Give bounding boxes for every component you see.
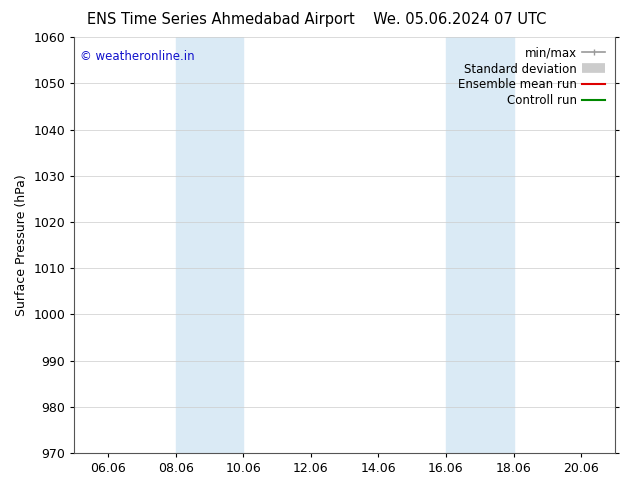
Bar — [446, 37, 514, 453]
Text: © weatheronline.in: © weatheronline.in — [80, 49, 195, 63]
Y-axis label: Surface Pressure (hPa): Surface Pressure (hPa) — [15, 174, 28, 316]
Bar — [176, 37, 243, 453]
Legend: min/max, Standard deviation, Ensemble mean run, Controll run: min/max, Standard deviation, Ensemble me… — [455, 43, 609, 111]
Text: ENS Time Series Ahmedabad Airport    We. 05.06.2024 07 UTC: ENS Time Series Ahmedabad Airport We. 05… — [87, 12, 547, 27]
